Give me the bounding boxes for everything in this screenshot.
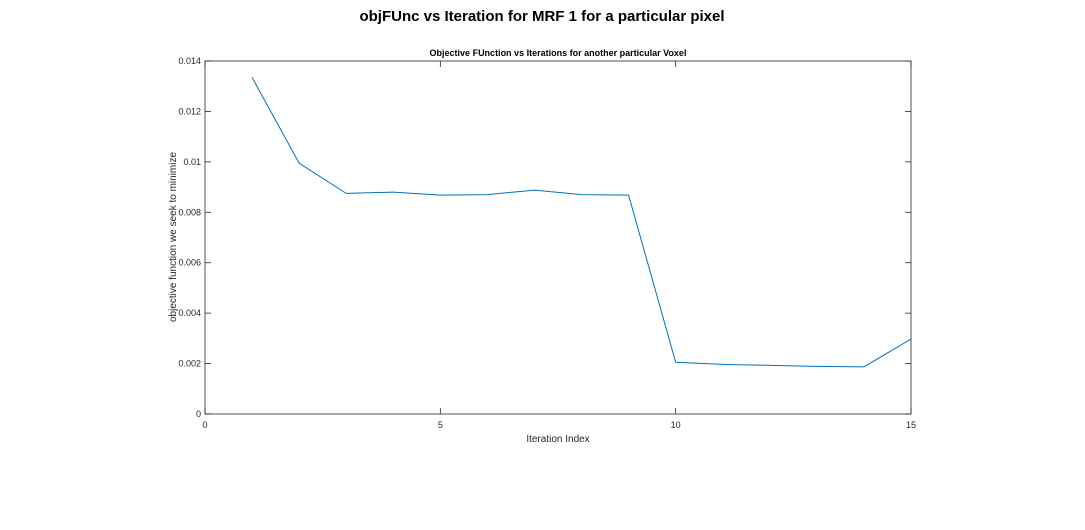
ticks: 0 5 10 15 0 0.002 0.004 0.006 0.008 0.01 0.012 0.01… xyxy=(178,56,916,430)
x-tick-label: 5 xyxy=(438,420,443,430)
axes-title: Objective FUnction vs Iterations for ano… xyxy=(430,48,687,58)
figure-suptitle: objFUnc vs Iteration for MRF 1 for a par… xyxy=(359,8,724,25)
x-tick-label: 0 xyxy=(202,420,207,430)
y-tick-label: 0.01 xyxy=(183,157,201,167)
y-tick-label: 0.002 xyxy=(178,359,201,369)
x-tick-label: 10 xyxy=(671,420,681,430)
y-tick-label: 0.004 xyxy=(178,308,201,318)
x-axis-label: Iteration Index xyxy=(526,434,589,445)
y-tick-label: 0.006 xyxy=(178,258,201,268)
y-tick-label: 0 xyxy=(196,409,201,419)
y-tick-label: 0.008 xyxy=(178,207,201,217)
y-axis-label: objective function we seek to minimize xyxy=(168,152,179,323)
x-tick-label: 15 xyxy=(906,420,916,430)
axes-box xyxy=(204,60,912,415)
series-line xyxy=(251,77,912,368)
series-layer xyxy=(251,77,912,368)
y-tick-label: 0.014 xyxy=(178,56,201,66)
plot-area: 0 5 10 15 0 0.002 0.004 0.006 0.008 0.01 0.012 0.01… xyxy=(178,56,916,430)
y-tick-label: 0.012 xyxy=(178,106,201,116)
